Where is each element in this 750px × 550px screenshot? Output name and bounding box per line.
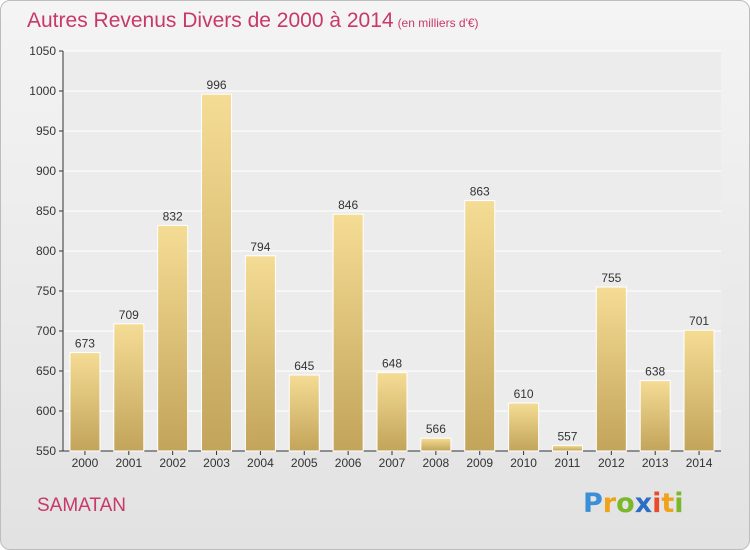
bar [683,329,715,452]
x-tick-label: 2003 [203,456,230,470]
bar [201,93,233,452]
logo-letter: i [652,488,662,519]
data-label: 996 [207,78,227,92]
logo-letter: o [616,488,635,519]
data-label: 648 [382,357,402,371]
x-tick-label: 2012 [598,456,625,470]
data-label: 755 [601,271,621,285]
x-tick-label: 2009 [466,456,493,470]
bar [244,255,276,452]
x-tick-label: 2000 [72,456,99,470]
bar [639,380,671,452]
logo-letter: x [634,488,653,519]
bar [551,444,583,452]
y-tick-label: 600 [36,404,56,418]
bar [332,213,364,452]
data-label: 794 [250,240,270,254]
x-tick-label: 2008 [423,456,450,470]
x-tick-label: 2001 [115,456,142,470]
y-tick-label: 550 [36,444,56,458]
data-label: 673 [75,337,95,351]
bar [288,374,320,452]
x-tick-label: 2007 [379,456,406,470]
data-label: 832 [163,209,183,223]
y-tick-label: 750 [36,284,56,298]
data-label: 557 [557,429,577,443]
bar [420,437,452,452]
location-name: SAMATAN [37,495,127,516]
x-tick-label: 2014 [686,456,713,470]
x-tick-label: 2004 [247,456,274,470]
title-main: Autres Revenus Divers de 2000 à 2014 [27,9,394,32]
y-tick-label: 700 [36,324,56,338]
y-tick-label: 650 [36,364,56,378]
data-label: 709 [119,308,139,322]
y-tick-label: 1050 [29,44,56,58]
bar [376,372,408,452]
x-tick-label: 2006 [335,456,362,470]
bar [113,323,145,452]
data-label: 610 [514,387,534,401]
y-tick-label: 950 [36,124,56,138]
x-tick-label: 2005 [291,456,318,470]
proxiti-logo: Proxiti [583,488,684,519]
x-tick-label: 2010 [510,456,537,470]
data-label: 701 [689,314,709,328]
data-label: 863 [470,185,490,199]
bar [595,286,627,452]
y-tick-label: 1000 [29,84,56,98]
x-tick-label: 2011 [555,456,581,470]
data-label: 645 [294,359,314,373]
logo-letter: i [674,488,684,519]
data-label: 638 [645,365,665,379]
bar [508,402,540,452]
y-tick-label: 800 [36,244,56,258]
x-tick-label: 2002 [159,456,186,470]
logo-letter: P [583,488,603,519]
data-label: 566 [426,422,446,436]
chart-title: Autres Revenus Divers de 2000 à 2014 (en … [27,9,479,33]
y-tick-label: 900 [36,164,56,178]
y-tick-label: 850 [36,204,56,218]
title-unit: (en milliers d'€) [397,16,479,30]
bar [69,352,101,452]
logo-letter: r [602,488,617,519]
bar [464,200,496,452]
x-tick-label: 2013 [642,456,669,470]
logo-letter: t [661,488,675,519]
data-label: 846 [338,198,358,212]
bar [157,224,189,452]
